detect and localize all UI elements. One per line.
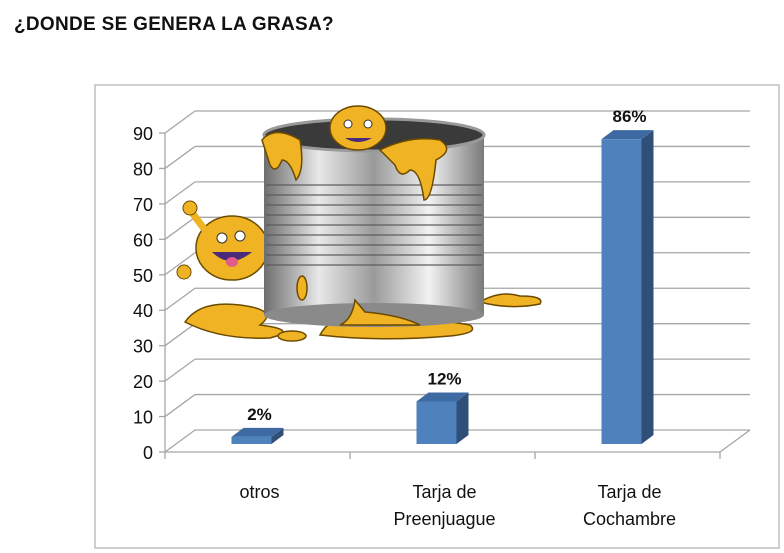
x-category-label: Cochambre (583, 509, 676, 529)
monster-left-icon (176, 200, 269, 281)
data-label: 2% (247, 405, 272, 424)
bars (231, 130, 654, 444)
y-tick-label: 40 (133, 301, 153, 321)
y-tick-label: 0 (143, 443, 153, 463)
bar-top (416, 392, 469, 402)
x-category-label: Preenjuague (393, 509, 495, 529)
y-tick-label: 70 (133, 195, 153, 215)
y-tick-label: 90 (133, 124, 153, 144)
x-category-label: Tarja de (597, 482, 661, 502)
bar (601, 139, 642, 444)
side-gridline (164, 323, 196, 347)
x-category-label: otros (239, 482, 279, 502)
side-gridline (164, 394, 196, 418)
side-gridline (164, 252, 196, 276)
tin-can-icon (261, 105, 486, 327)
bar-top (231, 427, 284, 437)
y-tick-label: 50 (133, 266, 153, 286)
side-gridline (164, 216, 196, 240)
labels: 0 10 20 30 40 50 60 70 80 90 2% otros 12% Tarja de Pre… (133, 107, 676, 529)
chart-title: ¿DONDE SE GENERA LA GRASA? (14, 14, 334, 35)
side-gridline (164, 429, 196, 453)
bar-side (456, 392, 469, 444)
bar (231, 436, 272, 444)
bar-top (601, 130, 654, 140)
y-tick-label: 80 (133, 159, 153, 179)
y-tick-label: 60 (133, 230, 153, 250)
y-tick-label: 10 (133, 408, 153, 428)
side-gridline (164, 358, 196, 382)
side-gridline (164, 145, 196, 169)
bar (416, 401, 457, 444)
bar-side (271, 427, 284, 444)
grease-can-illustration (176, 105, 542, 342)
side-gridline (164, 287, 196, 311)
floor-edge (719, 429, 751, 453)
y-tick-label: 20 (133, 372, 153, 392)
data-label: 12% (427, 369, 461, 388)
axes (159, 132, 751, 459)
side-gridline (164, 110, 196, 134)
bar-side (641, 130, 654, 444)
side-gridline (164, 181, 196, 205)
x-category-label: Tarja de (412, 482, 476, 502)
y-tick-label: 30 (133, 337, 153, 357)
monster-top-icon (329, 105, 387, 151)
data-label: 86% (612, 107, 646, 126)
